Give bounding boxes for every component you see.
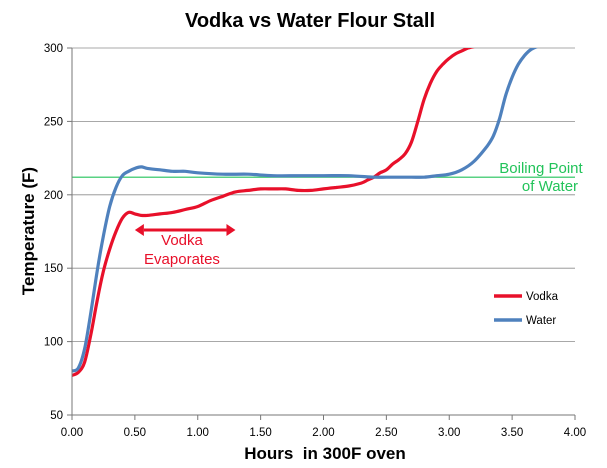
y-tick-200: 200 [44,190,63,202]
x-tick-3.50: 3.50 [501,427,523,439]
x-tick-2.00: 2.00 [312,427,334,439]
x-axis-title: Hours in 300F oven [244,444,406,463]
boiling-point-label-1: Boiling Point [499,160,583,177]
boiling-point-label-2: of Water [522,178,578,195]
series-line-vodka [72,48,475,377]
x-tick-labels: 0.00 0.50 1.00 1.50 2.00 2.50 3.00 3.50 4.00 [61,427,586,439]
axes [71,48,575,416]
series-layer [72,48,538,377]
gridlines [67,47,576,420]
annotation-label-1: Vodka [161,232,203,249]
legend-label-vodka: Vodka [526,291,559,303]
x-tick-0.00: 0.00 [61,427,83,439]
annotation-label-2: Evaporates [144,251,220,268]
evaporation-arrow [134,224,236,237]
x-tick-2.50: 2.50 [375,427,397,439]
series-line-water [72,48,538,373]
y-tick-50: 50 [50,410,63,422]
x-tick-1.00: 1.00 [187,427,209,439]
x-tick-1.50: 1.50 [249,427,271,439]
x-tick-3.00: 3.00 [438,427,460,439]
y-tick-labels: 50 100 150 200 250 300 [44,43,63,422]
arrow-head-right [226,224,236,237]
x-tick-4.00: 4.00 [564,427,586,439]
y-tick-150: 150 [44,263,63,275]
y-tick-100: 100 [44,337,63,349]
y-tick-300: 300 [44,43,63,55]
y-tick-250: 250 [44,116,63,128]
chart-title: Vodka vs Water Flour Stall [185,10,435,32]
arrow-head-left [134,224,144,237]
y-axis-title: Temperature (F) [19,167,38,295]
legend-label-water: Water [526,315,556,327]
x-tick-0.50: 0.50 [124,427,146,439]
